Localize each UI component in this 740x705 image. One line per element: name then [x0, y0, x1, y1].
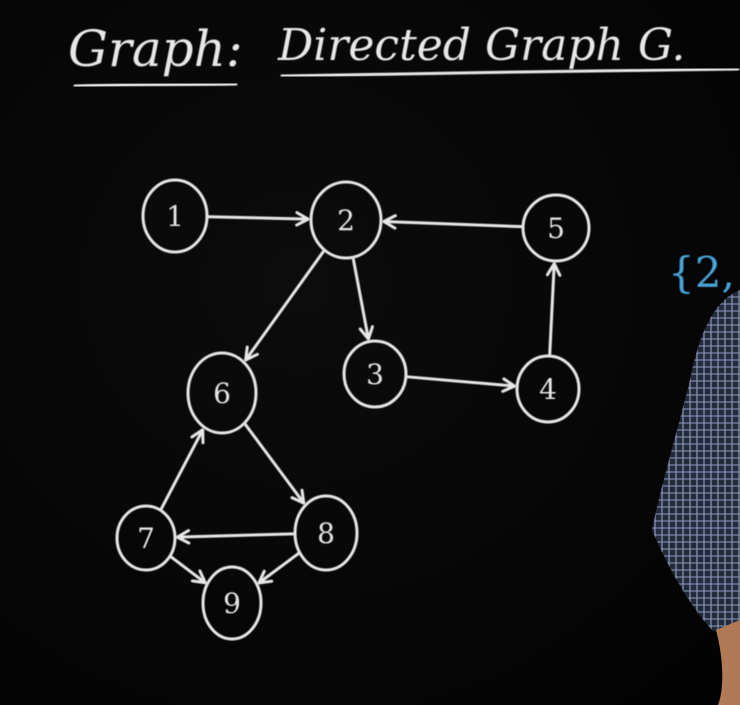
title-underline — [73, 82, 238, 88]
edge-3-to-4 — [405, 375, 517, 388]
arrowhead-7-to-6 — [190, 428, 205, 445]
node-circle-9 — [201, 565, 263, 641]
arrowhead-4-to-5 — [545, 262, 562, 277]
node-circle-1 — [141, 178, 209, 254]
node-circle-5 — [521, 193, 591, 263]
edges-group — [159, 211, 562, 585]
node-label-2: 2 — [337, 204, 355, 237]
node-circle-2 — [309, 180, 383, 260]
arrowhead-8-to-7 — [175, 529, 191, 545]
arrowhead-1-to-2 — [295, 211, 310, 227]
node-3: 3 — [342, 339, 408, 409]
edge-5-to-2 — [382, 219, 523, 229]
nodes-group: 1 2 3 4 5 6 7 8 9 — [115, 178, 591, 641]
node-label-3: 3 — [366, 358, 384, 391]
edge-7-to-9 — [169, 555, 207, 585]
node-circle-7 — [115, 504, 177, 572]
node-6: 6 — [186, 351, 258, 435]
arrowhead-6-to-8 — [290, 488, 306, 505]
edge-8-to-9 — [257, 552, 300, 585]
arrowhead-2-to-3 — [358, 325, 374, 341]
arrowhead-5-to-2 — [382, 214, 397, 230]
node-5: 5 — [521, 193, 591, 263]
person-shirt — [652, 290, 740, 640]
edge-4-to-5 — [548, 262, 556, 356]
node-label-9: 9 — [223, 587, 241, 620]
edge-1-to-2 — [207, 215, 310, 221]
node-label-6: 6 — [213, 377, 231, 410]
node-circle-8 — [293, 494, 359, 572]
node-label-5: 5 — [547, 212, 565, 245]
node-label-8: 8 — [317, 517, 335, 550]
edge-8-to-7 — [175, 532, 295, 539]
node-circle-3 — [342, 339, 408, 409]
edge-2-to-6 — [244, 249, 325, 362]
node-1: 1 — [141, 178, 209, 254]
node-label-7: 7 — [137, 522, 155, 555]
arrowhead-3-to-4 — [501, 377, 517, 393]
subtitle-underline — [280, 67, 740, 78]
node-8: 8 — [293, 494, 359, 572]
node-7: 7 — [115, 504, 177, 572]
node-label-4: 4 — [539, 373, 557, 406]
node-circle-6 — [186, 351, 258, 435]
arrowhead-2-to-6 — [244, 345, 259, 362]
subtitle: Directed Graph G. — [277, 20, 685, 71]
edge-2-to-3 — [351, 257, 370, 341]
person-hand — [716, 620, 740, 705]
arrowhead-8-to-9 — [257, 569, 274, 585]
node-2: 2 — [309, 180, 383, 260]
side-note: {2, — [668, 248, 735, 297]
node-9: 9 — [201, 565, 263, 641]
node-4: 4 — [515, 354, 581, 424]
node-circle-4 — [515, 354, 581, 424]
node-label-1: 1 — [166, 200, 184, 233]
edge-7-to-6 — [159, 428, 205, 511]
arrowhead-7-to-9 — [190, 569, 207, 585]
title: Graph: — [68, 20, 243, 78]
edge-6-to-8 — [243, 423, 306, 505]
